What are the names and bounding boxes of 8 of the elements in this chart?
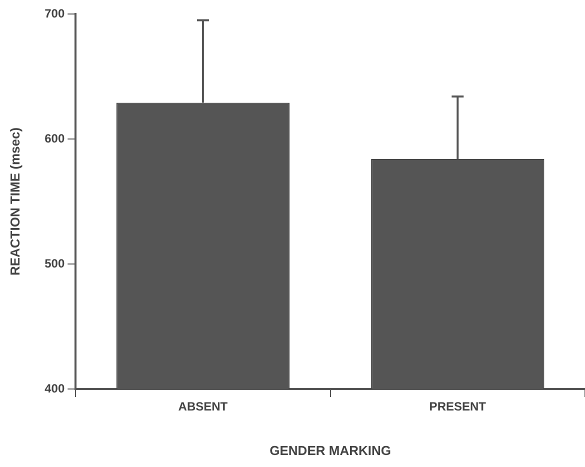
y-tick-label: 700	[44, 6, 65, 20]
y-axis-title: REACTION TIME (msec)	[7, 127, 22, 276]
y-tick-label: 400	[44, 381, 65, 396]
y-tick-label: 500	[44, 256, 65, 270]
y-tick-label: 600	[44, 131, 65, 146]
x-tick-label: ABSENT	[178, 400, 228, 414]
x-tick-label: PRESENT	[429, 400, 487, 414]
x-axis-title: GENDER MARKING	[270, 442, 391, 458]
